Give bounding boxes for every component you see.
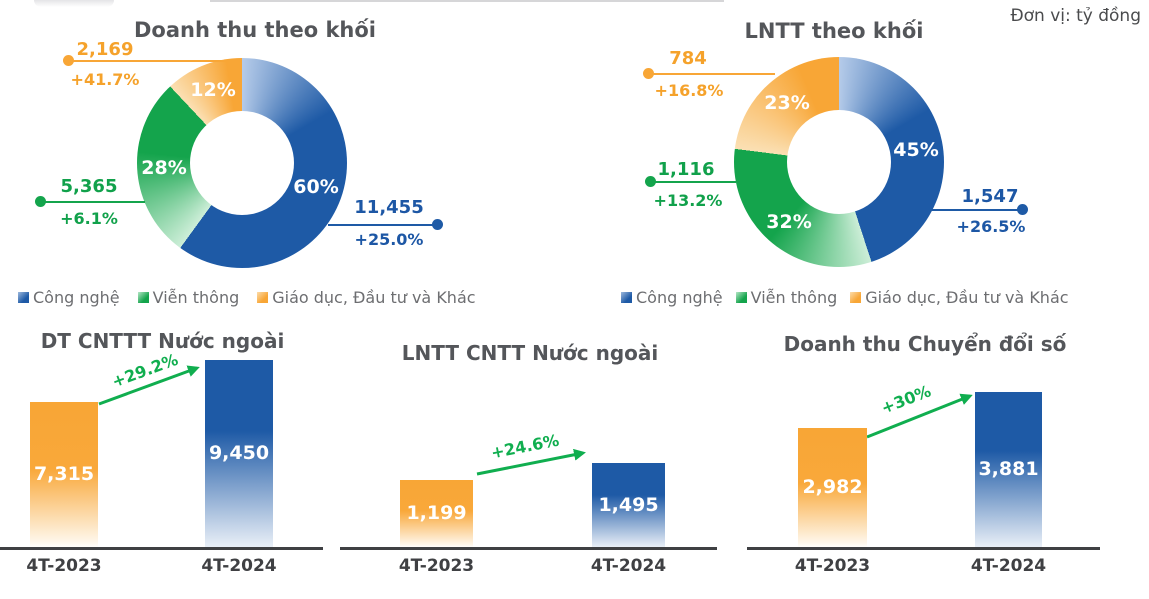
- legend-swatch-orange: [257, 292, 269, 303]
- legend-label: Viễn thông: [750, 288, 838, 307]
- callout-dot: [645, 176, 656, 187]
- x-axis: [747, 547, 1100, 550]
- bar-chart-title: LNTT CNTT Nước ngoài: [401, 341, 659, 365]
- x-axis: [0, 547, 323, 550]
- callout-growth: +13.2%: [653, 191, 723, 210]
- callout-growth: +26.5%: [956, 217, 1026, 236]
- legend-item-vien-thong: Viễn thông: [735, 288, 838, 307]
- bar-4t2024: [592, 463, 665, 547]
- segment-pct-label: 28%: [141, 157, 187, 179]
- bar-value-label: 7,315: [33, 463, 95, 485]
- top-crop-line: [210, 0, 724, 2]
- legend-label: Giáo dục, Đầu tư và Khác: [865, 288, 1069, 307]
- donut-revenue-title: Doanh thu theo khối: [133, 18, 376, 42]
- bar-value-label: 1,199: [406, 502, 467, 524]
- bar-4t2024: [975, 392, 1042, 547]
- segment-pct-label: 12%: [190, 79, 236, 101]
- callout-growth: +25.0%: [354, 230, 424, 249]
- bar-chart-title: Doanh thu Chuyển đổi số: [783, 332, 1067, 356]
- callout-value: 784: [669, 48, 707, 69]
- legend-item-cong-nghe: Công nghệ: [621, 288, 723, 307]
- category-label: 4T-2024: [590, 556, 667, 576]
- callout-dot: [432, 219, 443, 230]
- bar-4t2023: [798, 428, 867, 547]
- callout-growth: +6.1%: [60, 209, 118, 228]
- growth-label: +24.6%: [489, 430, 561, 463]
- growth-label: +30%: [878, 381, 934, 418]
- legend-item-giao-duc: Giáo dục, Đầu tư và Khác: [850, 288, 1069, 307]
- segment-pct-label: 60%: [293, 176, 339, 198]
- callout-line: [931, 204, 1028, 215]
- callout-dot: [643, 68, 654, 79]
- bar-4t2024: [205, 360, 273, 547]
- callout-dot: [35, 196, 46, 207]
- callout-line: [643, 68, 775, 79]
- callout-value: 2,169: [76, 39, 134, 60]
- x-axis: [340, 547, 717, 550]
- segment-pct-label: 32%: [766, 211, 812, 233]
- bar-value-label: 3,881: [978, 458, 1039, 480]
- bar-chart-lntt-cntt-nuoc-ngoai: LNTT CNTT Nước ngoài +24.6% 1,199 1,495 …: [340, 325, 720, 585]
- legend-swatch-green: [137, 292, 149, 303]
- donut-hole: [787, 110, 891, 214]
- category-label: 4T-2024: [970, 556, 1047, 576]
- segment-pct-label: 45%: [893, 139, 939, 161]
- legend-item-vien-thong: Viễn thông: [137, 288, 240, 307]
- segment-pct-label: 23%: [764, 92, 810, 114]
- callout-value: 11,455: [354, 197, 424, 218]
- bar-4t2023: [400, 480, 473, 547]
- legend-label: Công nghệ: [33, 288, 120, 307]
- category-label: 4T-2023: [794, 556, 871, 576]
- bar-chart-title: DT CNTTT Nước ngoài: [40, 329, 285, 353]
- category-label: 4T-2024: [201, 556, 277, 576]
- legend-swatch-blue: [18, 292, 29, 303]
- bar-4t2023: [30, 402, 98, 547]
- callout-growth: +16.8%: [654, 81, 724, 100]
- callout-value: 1,116: [657, 159, 715, 180]
- callout-value: 1,547: [961, 186, 1019, 207]
- callout-dot: [63, 55, 74, 66]
- legend-label: Giáo dục, Đầu tư và Khác: [272, 288, 476, 307]
- legend-item-giao-duc: Giáo dục, Đầu tư và Khác: [257, 288, 476, 307]
- donut-profit-title: LNTT theo khối: [744, 19, 924, 43]
- bar-value-label: 1,495: [598, 494, 659, 516]
- bar-value-label: 2,982: [802, 476, 863, 498]
- growth-label: +29.2%: [109, 349, 181, 392]
- callout-value: 5,365: [60, 176, 118, 197]
- bar-chart-doanh-thu-chuyen-doi-so: Doanh thu Chuyển đổi số +30% 2,982 3,881…: [740, 325, 1110, 585]
- category-label: 4T-2023: [398, 556, 475, 576]
- legend-revenue: Công nghệ Viễn thông Giáo dục, Đầu tư và…: [18, 288, 476, 307]
- legend-swatch-green: [735, 292, 747, 303]
- bar-value-label: 9,450: [208, 442, 270, 464]
- donut-hole: [190, 111, 294, 215]
- donut-chart-profit: 45% 32% 23%: [734, 57, 944, 267]
- legend-label: Công nghệ: [636, 288, 723, 307]
- callout-line: [63, 55, 232, 66]
- donut-chart-revenue: 60% 28% 12%: [137, 58, 347, 268]
- bar-chart-dt-cnttt-nuoc-ngoai: DT CNTTT Nước ngoài +29.2% 7,315 9,450 4…: [0, 325, 340, 585]
- legend-swatch-orange: [850, 292, 862, 303]
- unit-label: Đơn vị: tỷ đồng: [1010, 6, 1141, 26]
- growth-arrow: [866, 393, 973, 439]
- callout-growth: +41.7%: [70, 70, 140, 89]
- callout-line: [35, 196, 145, 207]
- callout-line: [328, 219, 443, 230]
- category-label: 4T-2023: [26, 556, 102, 576]
- callout-dot: [1017, 204, 1028, 215]
- legend-label: Viễn thông: [152, 288, 240, 307]
- legend-item-cong-nghe: Công nghệ: [18, 288, 120, 307]
- top-crop-logo-fragment: [34, 0, 114, 7]
- legend-profit: Công nghệ Viễn thông Giáo dục, Đầu tư và…: [621, 288, 1069, 307]
- callout-line: [645, 176, 736, 187]
- legend-swatch-blue: [621, 292, 632, 303]
